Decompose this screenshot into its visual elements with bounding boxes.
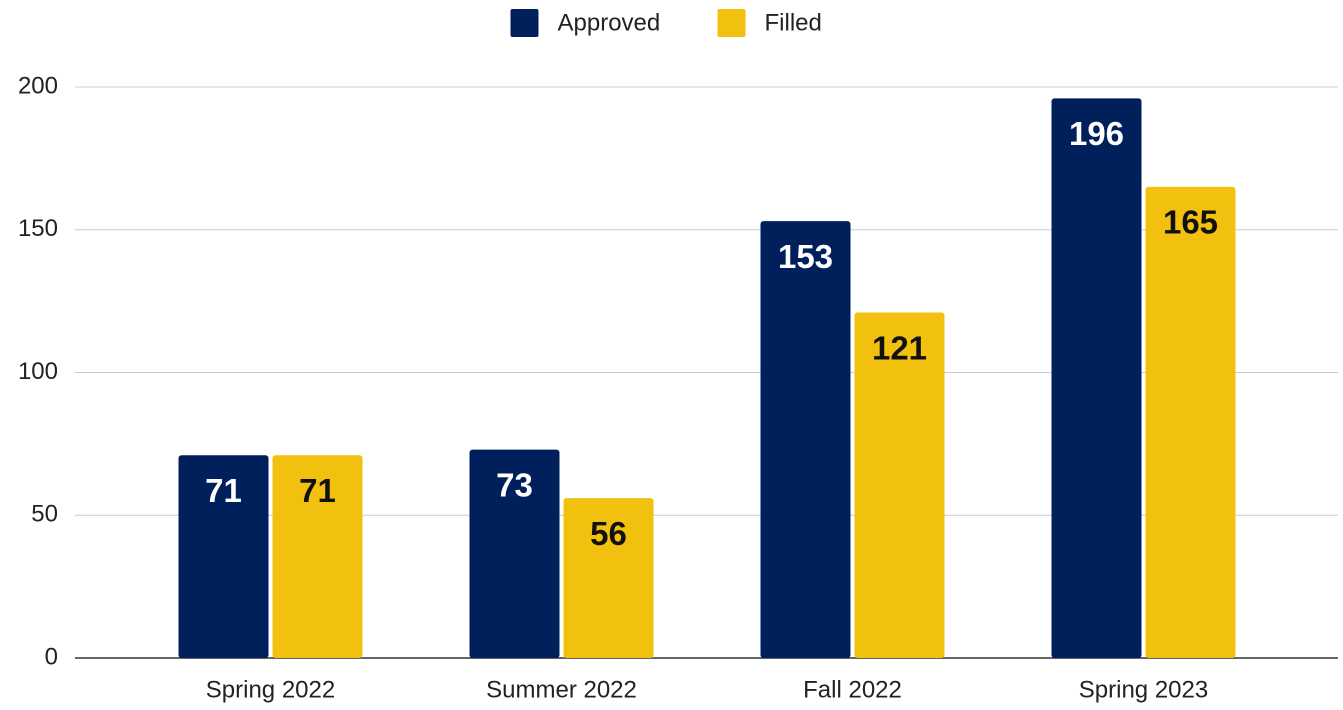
bar bbox=[272, 455, 363, 658]
y-tick-label: 100 bbox=[18, 358, 58, 385]
legend-label: Filled bbox=[765, 9, 822, 36]
x-tick-label: Fall 2022 bbox=[803, 676, 902, 703]
x-tick-label: Spring 2023 bbox=[1079, 676, 1208, 703]
bar bbox=[469, 449, 560, 658]
x-tick-label: Summer 2022 bbox=[486, 676, 637, 703]
bar bbox=[1145, 186, 1236, 659]
data-label: 71 bbox=[205, 472, 242, 509]
x-tick-label: Spring 2022 bbox=[206, 676, 335, 703]
y-tick-label: 50 bbox=[31, 501, 58, 528]
data-label: 71 bbox=[299, 472, 336, 509]
data-label: 165 bbox=[1163, 204, 1218, 241]
y-tick-label: 150 bbox=[18, 215, 58, 242]
legend-swatch bbox=[717, 9, 746, 37]
legend-label: Approved bbox=[558, 9, 661, 36]
legend-swatch bbox=[510, 9, 539, 37]
bar bbox=[1051, 98, 1142, 659]
bar bbox=[854, 312, 945, 658]
data-label: 153 bbox=[778, 238, 833, 275]
data-label: 196 bbox=[1069, 115, 1124, 152]
bar bbox=[760, 221, 851, 658]
data-label: 56 bbox=[590, 515, 627, 552]
y-tick-label: 0 bbox=[45, 643, 58, 670]
bar bbox=[178, 455, 269, 658]
data-label: 73 bbox=[496, 466, 533, 503]
bar bbox=[563, 498, 654, 658]
y-tick-label: 200 bbox=[18, 72, 58, 99]
data-label: 121 bbox=[872, 329, 927, 366]
